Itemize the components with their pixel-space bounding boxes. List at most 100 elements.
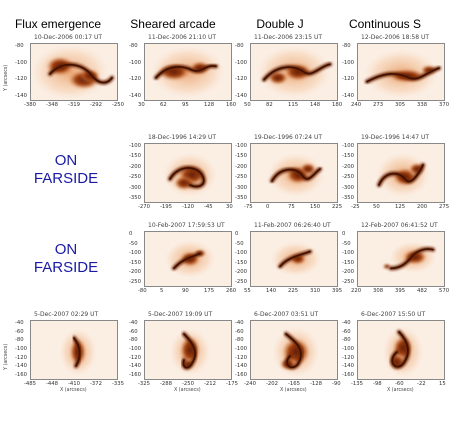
farside-label-row3: ON FARSIDE — [16, 241, 116, 277]
y-tick-label: 0 — [235, 231, 239, 237]
x-tick-label: 225 — [288, 288, 299, 294]
x-tick-label: 395 — [332, 288, 343, 294]
x-tick-label: -348 — [46, 102, 59, 108]
y-tick-label: -100 — [235, 143, 248, 149]
x-tick-label: -22 — [417, 381, 426, 387]
y-tick-label: -120 — [342, 76, 355, 83]
y-tick-label: -100 — [15, 346, 28, 352]
panel-frame — [357, 320, 445, 380]
y-tick-label: -250 — [129, 174, 142, 181]
y-tick-label: -60 — [235, 328, 244, 335]
solar-image — [357, 320, 445, 380]
x-tick-label: -165 — [288, 381, 301, 387]
x-tick-label: -60 — [395, 381, 404, 387]
x-axis-label: X (arcsecs) — [60, 388, 87, 393]
y-tick-label: -120 — [129, 354, 142, 361]
y-tick-label: -140 — [235, 93, 248, 99]
x-tick-label: -380 — [24, 102, 37, 108]
x-tick-label: 482 — [417, 288, 428, 294]
x-tick-label: 180 — [332, 102, 343, 108]
panel-frame — [144, 43, 232, 101]
panel-frame — [357, 231, 445, 287]
farside-label-row2: ON FARSIDE — [16, 152, 116, 188]
x-tick-label: -90 — [332, 381, 341, 387]
y-tick-label: -100 — [129, 346, 142, 352]
x-tick-label: 115 — [288, 102, 299, 108]
column-header-sheared-arcade: Sheared arcade — [130, 17, 216, 31]
y-tick-label: 0 — [342, 231, 346, 237]
y-tick-label: -300 — [342, 184, 355, 191]
x-tick-label: 148 — [310, 102, 321, 108]
panel-timestamp: 11-Dec-2006 23:15 UT — [254, 34, 323, 41]
y-tick-label: -150 — [342, 153, 355, 160]
solar-image — [357, 143, 445, 203]
panel-frame — [250, 320, 338, 380]
y-tick-label: -350 — [129, 195, 142, 201]
x-axis-label: X (arcsecs) — [280, 388, 307, 393]
y-tick-label: -80 — [235, 337, 244, 344]
x-tick-label: -128 — [310, 381, 323, 387]
y-tick-label: -350 — [235, 195, 248, 201]
y-tick-label: -100 — [15, 59, 28, 66]
x-tick-label: 90 — [182, 288, 189, 294]
y-tick-label: -300 — [235, 184, 248, 191]
x-tick-label: -202 — [266, 381, 279, 387]
y-tick-label: -200 — [342, 163, 355, 170]
x-tick-label: 128 — [204, 102, 215, 108]
farside-label-line1: ON — [54, 152, 78, 169]
panel-timestamp: 12-Feb-2007 06:41:52 UT — [361, 222, 438, 229]
x-tick-label: 160 — [226, 102, 237, 108]
farside-label-line2: FARSIDE — [33, 170, 99, 187]
y-tick-label: -160 — [15, 372, 28, 378]
y-tick-label: -140 — [129, 363, 142, 370]
y-tick-label: -200 — [342, 269, 355, 276]
farside-label-line2: FARSIDE — [33, 259, 99, 276]
farside-label-line1: ON — [54, 241, 78, 258]
y-tick-label: -40 — [15, 320, 24, 326]
x-tick-label: -45 — [204, 204, 213, 210]
y-tick-label: -120 — [15, 354, 28, 361]
x-tick-label: 0 — [266, 204, 270, 210]
panel-timestamp: 10-Dec-2006 00:17 UT — [34, 34, 103, 41]
solar-image — [144, 43, 232, 101]
x-tick-label: 338 — [417, 102, 428, 108]
x-tick-label: 30 — [226, 204, 233, 210]
x-tick-label: -250 — [112, 102, 125, 108]
panel-frame — [144, 231, 232, 287]
panel-frame — [357, 143, 445, 203]
y-tick-label: -300 — [129, 184, 142, 191]
x-tick-label: -292 — [90, 102, 103, 108]
x-tick-label: -372 — [90, 381, 103, 387]
x-tick-label: 273 — [373, 102, 384, 108]
x-tick-label: -135 — [351, 381, 364, 387]
panel-timestamp: 5-Dec-2007 02:29 UT — [34, 311, 99, 318]
panel-frame — [30, 320, 118, 380]
solar-image — [250, 320, 338, 380]
x-tick-label: -75 — [244, 204, 253, 210]
x-tick-label: -319 — [68, 102, 81, 108]
x-tick-label: 260 — [226, 288, 237, 294]
y-tick-label: -250 — [235, 279, 248, 285]
x-tick-label: -80 — [138, 288, 147, 294]
y-tick-label: -40 — [129, 320, 138, 326]
x-axis-label: X (arcsecs) — [174, 388, 201, 393]
y-tick-label: -250 — [342, 279, 355, 285]
y-tick-label: -150 — [129, 259, 142, 266]
x-tick-label: -410 — [68, 381, 81, 387]
panel-timestamp: 5-Dec-2007 19:09 UT — [148, 311, 213, 318]
x-tick-label: 305 — [395, 102, 406, 108]
x-tick-label: 50 — [373, 204, 380, 210]
y-tick-label: -50 — [235, 240, 244, 247]
x-tick-label: -270 — [138, 204, 151, 210]
x-tick-label: -325 — [138, 381, 151, 387]
panel-frame — [250, 143, 338, 203]
x-tick-label: 82 — [266, 102, 273, 108]
y-axis-label: Y (arcsecs) — [4, 64, 9, 91]
y-tick-label: -40 — [235, 320, 244, 326]
y-tick-label: -140 — [342, 363, 355, 370]
y-tick-label: -350 — [342, 195, 355, 201]
y-tick-label: -200 — [129, 269, 142, 276]
y-tick-label: 0 — [129, 231, 133, 237]
solar-image — [144, 231, 232, 287]
y-tick-label: -140 — [15, 363, 28, 370]
